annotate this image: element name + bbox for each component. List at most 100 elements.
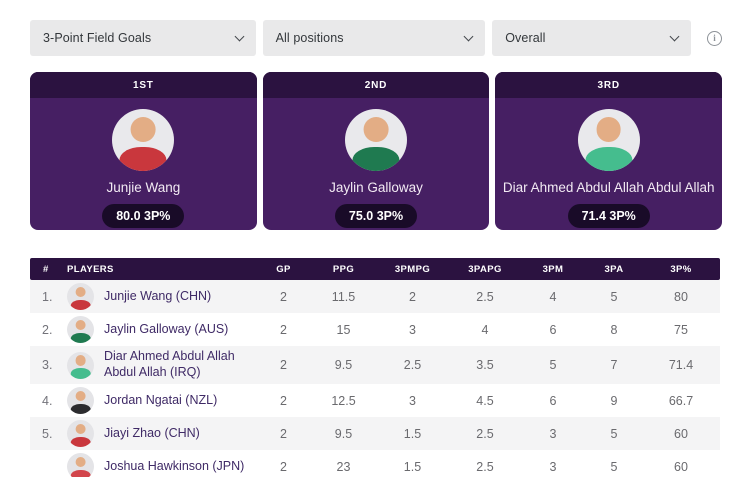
player-avatar (67, 351, 94, 379)
table-row[interactable]: 2. Jaylin Galloway (AUS) 2 15 3 4 6 8 75 (30, 313, 720, 346)
table-row[interactable]: 1. Junjie Wang (CHN) 2 11.5 2 2.5 4 5 80 (30, 280, 720, 313)
info-icon[interactable]: i (707, 30, 722, 46)
leader-name: Jaylin Galloway (329, 180, 423, 195)
avatar-head (75, 286, 86, 298)
player-cell[interactable]: Jordan Ngatai (NZL) (60, 384, 255, 417)
leader-name: Diar Ahmed Abdul Allah Abdul Allah (502, 180, 715, 195)
stat-badge: 80.0 3P% (102, 204, 185, 228)
stat-category-dropdown[interactable]: 3-Point Field Goals (30, 20, 256, 56)
player-cell[interactable]: Joshua Hawkinson (JPN) (60, 450, 255, 477)
player-cell[interactable]: Jaylin Galloway (AUS) (60, 313, 255, 346)
stat-3pct: 60 (674, 459, 688, 474)
stat-gp: 2 (280, 289, 287, 304)
leader-card-3rd[interactable]: 3RD Diar Ahmed Abdul Allah Abdul Allah 7… (495, 72, 723, 230)
place-label: 3RD (597, 79, 620, 91)
stat-3pmpg: 2.5 (403, 358, 422, 372)
stat-3papg: 2.5 (476, 459, 494, 474)
avatar-jersey (70, 299, 91, 310)
stat-3pct: 60 (674, 426, 688, 441)
stat-gp: 2 (280, 322, 287, 337)
player-avatar (67, 420, 94, 447)
player-cell[interactable]: Junjie Wang (CHN) (60, 280, 255, 313)
player-cell[interactable]: Jiayi Zhao (CHN) (60, 417, 255, 450)
player-avatar (67, 453, 94, 477)
leader-card-header: 3RD (495, 72, 723, 98)
stat-3papg: 4 (481, 322, 489, 337)
stat-3pmpg: 1.5 (403, 426, 422, 441)
player-name: Jiayi Zhao (CHN) (104, 425, 200, 440)
position-value: All positions (275, 31, 344, 45)
stat-3pm: 6 (549, 393, 557, 408)
player-avatar (67, 283, 94, 310)
player-name: Junjie Wang (CHN) (104, 288, 212, 303)
player-name: Joshua Hawkinson (JPN) (104, 458, 245, 473)
header-players: PLAYERS (67, 263, 114, 275)
stat-badge: 71.4 3P% (567, 204, 650, 228)
stat-badge: 75.0 3P% (334, 204, 418, 228)
stat-3pct: 71.4 (668, 358, 694, 372)
stat-3pm: 5 (549, 358, 557, 372)
rank-cell: 3. (42, 358, 53, 372)
chevron-down-icon (669, 31, 680, 41)
header-3papg: 3PAPG (468, 263, 502, 275)
leader-card-body: Jaylin Galloway 75.0 3P% (263, 98, 490, 230)
stat-3pa: 5 (610, 426, 618, 441)
player-name: Jaylin Galloway (AUS) (104, 321, 229, 336)
player-name: Diar Ahmed Abdul Allah Abdul Allah (IRQ) (104, 349, 235, 379)
avatar-head (75, 355, 86, 366)
leader-card-1st[interactable]: 1ST Junjie Wang 80.0 3P% (30, 72, 257, 230)
stat-ppg: 15 (336, 322, 351, 337)
players-stats-table: # PLAYERS GP PPG 3PMPG 3PAPG 3PM 3PA 3P%… (30, 258, 720, 477)
position-dropdown[interactable]: All positions (262, 20, 486, 56)
place-label: 1ST (132, 79, 154, 91)
mode-value: Overall (505, 31, 546, 45)
stat-ppg: 11.5 (331, 289, 356, 304)
avatar-head (75, 319, 86, 331)
stat-3pa: 9 (610, 393, 618, 408)
stat-3pmpg: 2 (409, 289, 416, 304)
avatar-jersey (70, 469, 91, 477)
stat-3papg: 4.5 (476, 393, 494, 408)
stat-ppg: 9.5 (334, 426, 353, 441)
player-avatar (67, 387, 94, 414)
stat-3papg: 3.5 (476, 358, 494, 372)
rank-cell: 5. (42, 426, 53, 441)
table-row[interactable]: 3. Diar Ahmed Abdul Allah Abdul Allah (I… (30, 346, 720, 384)
stat-gp: 2 (280, 459, 287, 474)
player-avatar (112, 109, 175, 171)
player-name: Jordan Ngatai (NZL) (104, 392, 218, 407)
avatar-head (75, 456, 86, 468)
filter-bar: 3-Point Field Goals All positions Overal… (30, 20, 722, 56)
avatar-jersey (70, 368, 91, 379)
player-avatar (345, 109, 407, 171)
stat-ppg: 9.5 (334, 358, 353, 372)
stat-ppg: 12.5 (331, 393, 356, 408)
stat-gp: 2 (280, 426, 287, 441)
avatar-jersey (352, 147, 400, 171)
table-row[interactable]: 5. Jiayi Zhao (CHN) 2 9.5 1.5 2.5 3 5 60 (30, 417, 720, 450)
stat-3pa: 5 (610, 289, 618, 304)
stat-gp: 2 (280, 358, 287, 372)
stat-3pa: 8 (610, 322, 618, 337)
stat-3pm: 6 (549, 322, 557, 337)
stat-3pa: 7 (610, 358, 618, 372)
leader-card-2nd[interactable]: 2ND Jaylin Galloway 75.0 3P% (262, 72, 490, 230)
avatar-head (363, 117, 389, 142)
stat-gp: 2 (280, 393, 287, 408)
stat-category-value: 3-Point Field Goals (43, 31, 152, 45)
table-row[interactable]: 4. Jordan Ngatai (NZL) 2 12.5 3 4.5 6 9 … (30, 384, 720, 417)
table-row[interactable]: Joshua Hawkinson (JPN) 2 23 1.5 2.5 3 5 … (30, 450, 720, 477)
player-avatar (577, 109, 640, 171)
stat-3pct: 80 (674, 289, 688, 304)
avatar-jersey (70, 436, 91, 447)
player-cell[interactable]: Diar Ahmed Abdul Allah Abdul Allah (IRQ) (60, 346, 255, 383)
leader-cards: 1ST Junjie Wang 80.0 3P% 2ND Jaylin (30, 72, 723, 230)
stat-3pmpg: 3 (409, 393, 416, 408)
stat-ppg: 23 (336, 459, 351, 474)
stat-3pm: 4 (549, 289, 557, 304)
mode-dropdown[interactable]: Overall (492, 20, 691, 56)
stat-3pct: 75 (674, 322, 688, 337)
leader-card-body: Junjie Wang 80.0 3P% (30, 98, 257, 230)
stat-3pa: 5 (610, 459, 618, 474)
